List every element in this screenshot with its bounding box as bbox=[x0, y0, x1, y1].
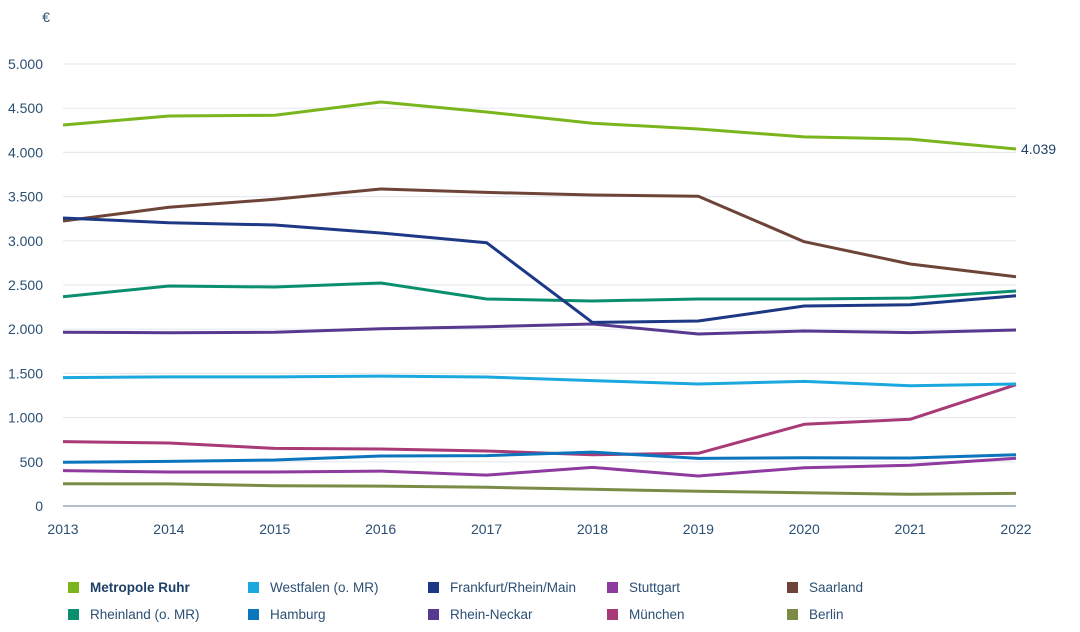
series-line-westfalen-o-mr bbox=[62, 374, 1017, 388]
series-line-saarland bbox=[62, 187, 1017, 279]
legend-swatch bbox=[428, 581, 439, 593]
legend-label: Stuttgart bbox=[629, 579, 681, 595]
y-tick-label: 3.500 bbox=[8, 189, 43, 205]
series-line-metropole-ruhr bbox=[62, 100, 1017, 151]
legend: Metropole Ruhr Westfalen (o. MR) Frankfu… bbox=[68, 578, 1068, 630]
y-axis-ticks: 0 500 1.000 1.500 2.000 2.500 3.000 3.500 4.000 4… bbox=[8, 56, 43, 514]
legend-label: Rheinland (o. MR) bbox=[90, 606, 200, 622]
legend-label: Westfalen (o. MR) bbox=[270, 579, 379, 595]
series-line-stuttgart bbox=[62, 456, 1017, 478]
x-tick-label: 2018 bbox=[577, 521, 608, 537]
x-tick-label: 2015 bbox=[259, 521, 290, 537]
x-tick-label: 2016 bbox=[365, 521, 396, 537]
legend-label: Hamburg bbox=[270, 606, 326, 622]
y-tick-label: 4.000 bbox=[8, 144, 43, 160]
legend-swatch bbox=[787, 581, 798, 593]
legend-label: Rhein-Neckar bbox=[450, 606, 533, 622]
legend-swatch bbox=[607, 608, 618, 620]
y-tick-label: 5.000 bbox=[8, 56, 43, 72]
x-tick-label: 2020 bbox=[789, 521, 820, 537]
series-line-hamburg bbox=[62, 450, 1017, 464]
legend-swatch bbox=[607, 581, 618, 593]
legend-label: Frankfurt/Rhein/Main bbox=[450, 579, 577, 595]
legend-item-metropole-ruhr[interactable]: Metropole Ruhr bbox=[68, 578, 190, 596]
y-tick-label: 1.000 bbox=[8, 410, 43, 426]
legend-item-rhein-neckar[interactable]: Rhein-Neckar bbox=[428, 605, 533, 623]
line-chart: € 0 500 1.000 1.500 2.000 2.500 3.000 3.500 4.00… bbox=[8, 9, 1056, 537]
x-tick-label: 2013 bbox=[47, 521, 78, 537]
y-tick-label: 2.000 bbox=[8, 321, 43, 337]
series-line-m-nchen bbox=[62, 383, 1017, 457]
legend-label: Saarland bbox=[809, 579, 864, 595]
legend-swatch bbox=[787, 608, 798, 620]
x-tick-label: 2017 bbox=[471, 521, 502, 537]
legend-swatch bbox=[428, 608, 439, 620]
y-tick-label: 0 bbox=[35, 498, 43, 514]
x-tick-label: 2021 bbox=[895, 521, 926, 537]
legend-label: Metropole Ruhr bbox=[90, 579, 190, 595]
legend-item-berlin[interactable]: Berlin bbox=[787, 605, 844, 623]
legend-item-hamburg[interactable]: Hamburg bbox=[248, 605, 326, 623]
gridlines bbox=[63, 63, 1016, 463]
x-tick-label: 2014 bbox=[153, 521, 184, 537]
legend-item-muenchen[interactable]: München bbox=[607, 605, 685, 623]
legend-swatch bbox=[248, 608, 259, 620]
legend-item-saarland[interactable]: Saarland bbox=[787, 578, 863, 596]
y-axis-unit-label: € bbox=[42, 9, 50, 25]
legend-label: München bbox=[629, 606, 685, 622]
legend-label: Berlin bbox=[809, 606, 844, 622]
legend-swatch bbox=[68, 608, 79, 620]
series-lines bbox=[62, 100, 1017, 496]
y-tick-label: 500 bbox=[20, 454, 44, 470]
y-tick-label: 1.500 bbox=[8, 365, 43, 381]
end-value-label: 4.039 bbox=[1021, 141, 1056, 157]
y-tick-label: 2.500 bbox=[8, 277, 43, 293]
series-line-frankfurt-rhein-main bbox=[62, 216, 1017, 324]
legend-swatch bbox=[248, 581, 259, 593]
legend-swatch bbox=[68, 581, 79, 593]
y-tick-label: 4.500 bbox=[8, 100, 43, 116]
x-tick-label: 2022 bbox=[1000, 521, 1031, 537]
series-line-rheinland-o-mr bbox=[62, 281, 1017, 303]
y-tick-label: 3.000 bbox=[8, 233, 43, 249]
x-tick-label: 2019 bbox=[683, 521, 714, 537]
x-axis-ticks: 2013 2014 2015 2016 2017 2018 2019 2020 2021 2022 bbox=[47, 521, 1031, 537]
legend-item-westfalen[interactable]: Westfalen (o. MR) bbox=[248, 578, 379, 596]
series-line-rhein-neckar bbox=[62, 322, 1017, 336]
legend-item-frankfurt-rhein-main[interactable]: Frankfurt/Rhein/Main bbox=[428, 578, 576, 596]
legend-item-rheinland[interactable]: Rheinland (o. MR) bbox=[68, 605, 200, 623]
series-line-berlin bbox=[62, 482, 1017, 496]
legend-item-stuttgart[interactable]: Stuttgart bbox=[607, 578, 680, 596]
